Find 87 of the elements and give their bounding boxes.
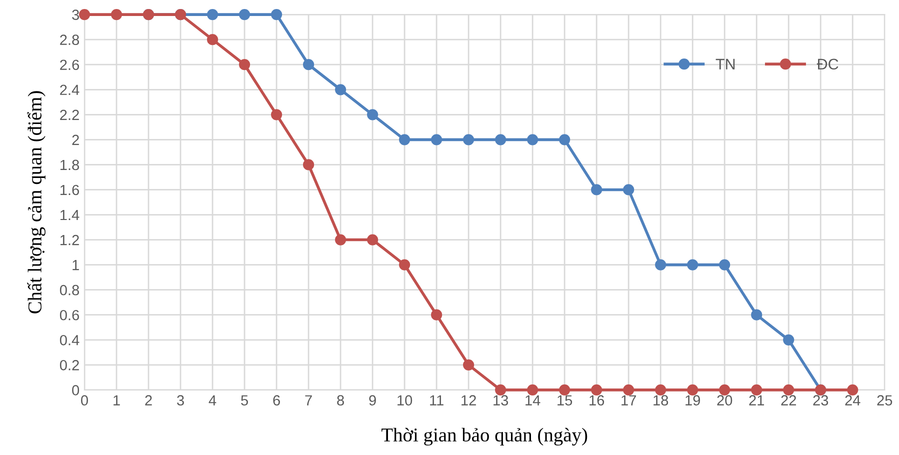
- x-tick-label: 21: [749, 395, 764, 406]
- y-tick-label: 0.2: [60, 360, 79, 370]
- y-tick-label: 1.4: [60, 210, 80, 220]
- x-tick-label: 14: [526, 395, 540, 406]
- point: [559, 384, 570, 396]
- y-tick-label: 1.2: [60, 234, 79, 246]
- point: [334, 84, 346, 96]
- point: [110, 9, 122, 20]
- legend-label: TN: [716, 58, 735, 70]
- y-tick-label: 0.4: [60, 334, 80, 346]
- y-tick-label: 1.8: [60, 160, 80, 170]
- point: [847, 384, 858, 396]
- x-tick-label: 10: [398, 395, 412, 406]
- y-tick-label: 2: [72, 134, 79, 145]
- y-tick-label: 2.6: [60, 60, 80, 70]
- point: [398, 259, 410, 270]
- point: [783, 384, 794, 396]
- point: [687, 384, 698, 396]
- point: [591, 184, 602, 196]
- point: [751, 309, 762, 320]
- y-axis-title: Chất lượng cảm quan (điểm): [27, 91, 46, 314]
- point: [366, 234, 378, 246]
- point: [302, 59, 314, 70]
- point: [302, 159, 314, 170]
- x-tick-label: 1: [114, 395, 120, 406]
- x-tick-label: 8: [337, 395, 344, 406]
- point: [687, 259, 698, 270]
- point: [431, 309, 442, 320]
- x-tick-label: 24: [845, 395, 860, 406]
- point: [655, 259, 666, 270]
- point: [719, 259, 730, 270]
- x-tick-label: 25: [877, 395, 892, 406]
- x-tick-label: 4: [208, 395, 216, 406]
- point: [655, 384, 666, 396]
- point: [495, 134, 506, 146]
- y-tick-label: 3: [72, 10, 80, 20]
- point: [431, 134, 442, 146]
- point: [366, 109, 378, 120]
- point: [238, 59, 250, 70]
- point: [206, 34, 218, 46]
- x-tick-label: 16: [590, 395, 604, 406]
- x-tick-label: 12: [462, 395, 476, 406]
- point: [527, 134, 538, 146]
- point: [206, 9, 218, 20]
- y-tick-label: 0: [72, 385, 80, 396]
- y-tick-label: 1: [72, 260, 79, 270]
- legend-label: ĐC: [816, 58, 838, 70]
- point: [78, 9, 90, 20]
- y-tick-label: 2.2: [60, 110, 79, 120]
- point: [270, 9, 282, 20]
- point: [527, 384, 538, 396]
- point: [463, 359, 474, 370]
- x-tick-label: 23: [813, 395, 828, 406]
- point: [463, 134, 474, 146]
- point: [398, 134, 410, 146]
- point: [270, 109, 282, 120]
- point: [591, 384, 602, 396]
- x-tick-label: 22: [781, 395, 796, 406]
- x-tick-label: 15: [558, 395, 572, 406]
- point: [719, 384, 730, 396]
- x-tick-label: 2: [145, 395, 152, 406]
- x-tick-label: 5: [241, 395, 248, 406]
- point: [559, 134, 570, 146]
- point: [238, 9, 250, 20]
- point: [495, 384, 506, 396]
- x-axis-title: Thời gian bảo quản (ngày): [382, 428, 588, 446]
- point: [623, 184, 634, 196]
- point: [751, 384, 762, 396]
- x-tick-label: 0: [81, 395, 88, 406]
- y-tick-label: 2.8: [60, 34, 80, 46]
- x-tick-label: 18: [654, 395, 668, 406]
- x-tick-label: 6: [273, 395, 280, 406]
- y-tick-label: 2.4: [60, 84, 80, 95]
- point: [623, 384, 634, 396]
- point: [783, 334, 794, 346]
- x-tick-label: 17: [622, 395, 636, 406]
- point: [334, 234, 346, 246]
- x-tick-label: 9: [369, 395, 376, 406]
- x-tick-label: 11: [430, 395, 444, 406]
- x-tick-label: 20: [717, 395, 732, 406]
- y-tick-label: 1.6: [60, 184, 80, 196]
- x-tick-label: 19: [686, 395, 700, 406]
- y-tick-label: 0.8: [60, 284, 80, 296]
- x-tick-label: 7: [305, 395, 312, 406]
- y-tick-label: 0.6: [60, 310, 80, 320]
- x-tick-label: 13: [494, 395, 508, 406]
- x-tick-label: 3: [177, 395, 184, 406]
